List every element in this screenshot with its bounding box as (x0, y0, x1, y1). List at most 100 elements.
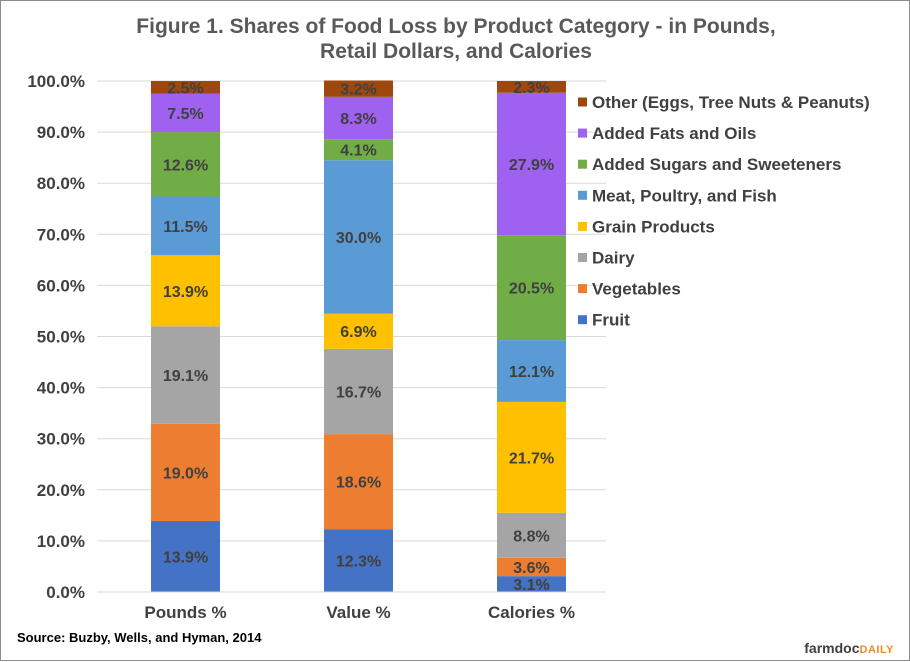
bar-stack: 13.9% 19.0% 19.1% 13.9% 11.5% 12.6% 7.5% 2.5% (151, 80, 220, 592)
bar-segment (497, 557, 566, 577)
y-tick-label: 0.0% (46, 583, 85, 602)
data-label: 18.6% (336, 475, 381, 492)
legend-swatch (578, 284, 587, 294)
data-label: 2.3% (513, 80, 549, 97)
bar-segment (497, 235, 566, 341)
bar-segment (324, 434, 393, 530)
legend-item: Other (Eggs, Tree Nuts & Peanuts) (578, 93, 870, 112)
bar-segment (324, 80, 393, 97)
data-label: 16.7% (336, 384, 381, 401)
legend-label: Added Fats and Oils (592, 124, 756, 143)
bar-segment (151, 326, 220, 424)
y-tick-label: 40.0% (37, 379, 85, 398)
x-category-label: Pounds % (144, 603, 226, 622)
legend-item: Dairy (578, 249, 635, 268)
legend: Other (Eggs, Tree Nuts & Peanuts) Added F… (578, 93, 870, 330)
y-tick-label: 60.0% (37, 276, 85, 295)
bar-segment (324, 313, 393, 349)
legend-label: Dairy (592, 249, 635, 268)
legend-label: Grain Products (592, 217, 715, 236)
bar-segment (151, 81, 220, 94)
bar-segment (497, 576, 566, 592)
data-label: 8.3% (340, 111, 376, 128)
bar-segment (324, 96, 393, 140)
data-label: 12.3% (336, 554, 381, 571)
x-category-label: Calories % (488, 603, 575, 622)
data-label: 19.1% (163, 368, 208, 385)
y-tick-label: 70.0% (37, 225, 85, 244)
data-label: 13.9% (163, 549, 208, 566)
logo-text-daily: DAILY (860, 644, 895, 656)
bar-segment (497, 92, 566, 236)
chart-title-line-2: Retail Dollars, and Calories (320, 40, 592, 63)
data-label: 12.1% (509, 364, 554, 381)
legend-swatch (578, 159, 587, 169)
data-label: 6.9% (340, 324, 376, 341)
legend-label: Vegetables (592, 280, 681, 299)
legend-label: Fruit (592, 311, 630, 330)
data-label: 27.9% (509, 157, 554, 174)
legend-label: Added Sugars and Sweeteners (592, 155, 841, 174)
data-label: 3.2% (340, 82, 376, 99)
data-label: 13.9% (163, 284, 208, 301)
data-label: 11.5% (163, 219, 207, 236)
data-label: 21.7% (509, 450, 554, 467)
legend-item: Vegetables (578, 280, 681, 299)
y-axis: 0.0% 10.0% 20.0% 30.0% 40.0% 50.0% 60.0% 70.0% 8… (27, 72, 85, 602)
data-label: 8.8% (513, 528, 549, 545)
legend-swatch (578, 128, 587, 138)
bar-segment (151, 255, 220, 327)
bar-segment (497, 81, 566, 93)
bars: 13.9% 19.0% 19.1% 13.9% 11.5% 12.6% 7.5% 2.5% 12… (151, 80, 566, 594)
svg-text:farmdocDAILY: farmdocDAILY (804, 640, 894, 656)
bar-segment (497, 340, 566, 402)
y-tick-label: 20.0% (37, 481, 85, 500)
legend-item: Added Sugars and Sweeteners (578, 155, 841, 174)
legend-item: Grain Products (578, 217, 715, 236)
data-label: 4.1% (340, 143, 376, 160)
x-axis: Pounds % Value % Calories % (97, 591, 606, 622)
bar-segment (324, 529, 393, 592)
legend-item: Added Fats and Oils (578, 124, 756, 143)
source-note: Source: Buzby, Wells, and Hyman, 2014 (17, 630, 262, 645)
bar-segment (324, 160, 393, 314)
y-tick-label: 90.0% (37, 123, 85, 142)
legend-item: Meat, Poultry, and Fish (578, 186, 777, 205)
bar-segment (151, 132, 220, 197)
y-tick-label: 80.0% (37, 174, 85, 193)
legend-item: Fruit (578, 311, 630, 330)
data-label: 12.6% (163, 157, 208, 174)
y-tick-label: 10.0% (37, 532, 85, 551)
y-tick-label: 30.0% (37, 430, 85, 449)
logo-text-farmdoc: farmdoc (804, 640, 859, 656)
bar-segment (324, 348, 393, 435)
farmdoc-daily-logo: farmdocDAILY (804, 640, 894, 656)
y-tick-label: 100.0% (27, 72, 85, 91)
bar-segment (151, 93, 220, 133)
bar-segment (497, 401, 566, 513)
bar-segment (151, 423, 220, 521)
bar-stack: 3.1%3.6% 8.8% 21.7% 12.1% 20.5% 27.9% 2.3% (497, 80, 566, 594)
legend-label: Meat, Poultry, and Fish (592, 186, 777, 205)
data-label: 3.1% (513, 577, 549, 594)
data-label: 19.0% (163, 465, 208, 482)
bar-stack: 12.3% 18.6% 16.7% 6.9% 30.0% 4.1% 8.3% 3.2% (324, 80, 393, 592)
chart-title-line-1: Figure 1. Shares of Food Loss by Product… (136, 15, 775, 38)
y-tick-label: 50.0% (37, 328, 85, 347)
data-label: 3.6% (513, 560, 549, 577)
data-label: 30.0% (336, 230, 381, 247)
legend-swatch (578, 190, 587, 200)
legend-swatch (578, 221, 587, 231)
legend-swatch (578, 97, 587, 107)
legend-swatch (578, 253, 587, 262)
bar-segment (324, 139, 393, 161)
bar-segment (151, 196, 220, 256)
data-label: 7.5% (167, 106, 203, 123)
x-category-label: Value % (326, 603, 390, 622)
legend-label: Other (Eggs, Tree Nuts & Peanuts) (592, 93, 870, 112)
data-label: 2.5% (167, 80, 203, 97)
data-label: 20.5% (509, 281, 554, 298)
bar-segment (151, 520, 220, 592)
